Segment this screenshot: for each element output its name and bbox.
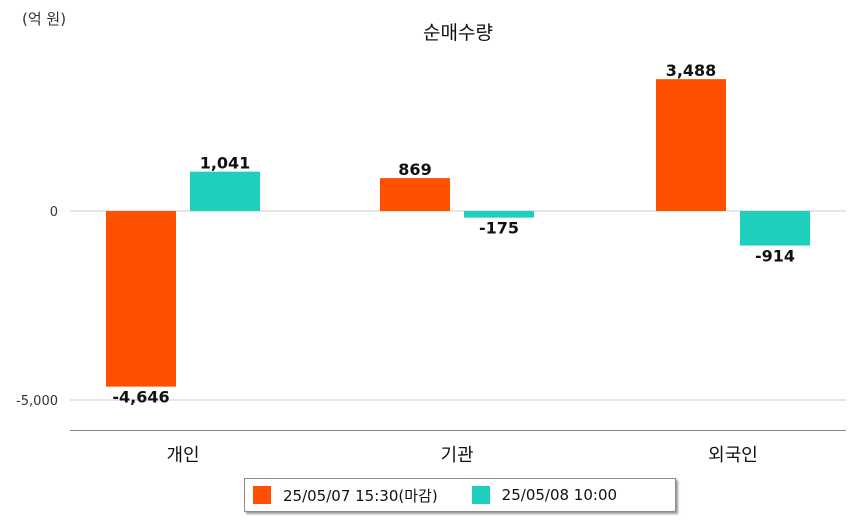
data-label: -914 [755, 247, 795, 266]
bar[interactable] [380, 178, 450, 211]
bar[interactable] [190, 171, 260, 211]
y-axis-unit-label: (억 원) [22, 10, 67, 28]
data-label: 3,488 [666, 61, 717, 80]
legend-item-series-2[interactable]: 25/05/08 10:00 [464, 486, 617, 504]
legend-label-series-2: 25/05/08 10:00 [501, 486, 618, 504]
legend-label-series-1: 25/05/07 15:30(마감) [283, 486, 438, 505]
data-label: 869 [398, 160, 431, 179]
bar[interactable] [740, 211, 810, 246]
data-label: -4,646 [112, 388, 169, 407]
x-tick-label: 개인 [166, 445, 199, 466]
bar[interactable] [656, 79, 726, 212]
y-tick-label: 0 [50, 205, 58, 220]
data-label: 1,041 [200, 154, 251, 173]
y-tick-label: -5,000 [16, 394, 58, 409]
legend-swatch-series-2 [471, 486, 490, 504]
chart-title: 순매수량 [423, 22, 493, 44]
legend: 25/05/07 15:30(마감) 25/05/08 10:00 [244, 478, 676, 512]
legend-item-series-1[interactable]: 25/05/07 15:30(마감) [245, 485, 438, 506]
data-label: -175 [479, 219, 519, 238]
x-tick-label: 외국인 [708, 445, 758, 466]
legend-swatch-series-1 [253, 486, 271, 504]
x-tick-label: 기관 [440, 445, 473, 466]
bar[interactable] [464, 211, 534, 218]
bar[interactable] [106, 211, 176, 387]
